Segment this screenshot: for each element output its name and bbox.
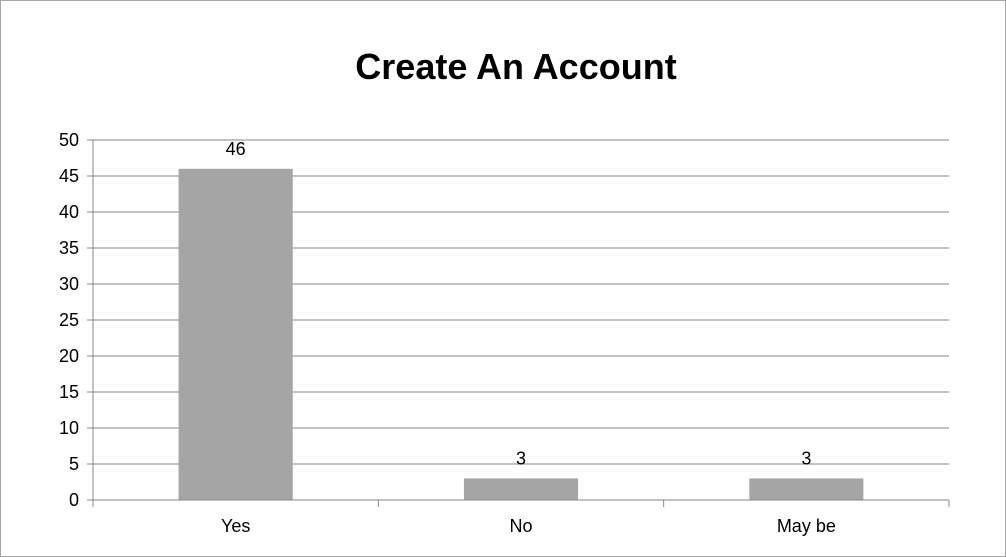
data-labels: 46 3 3 — [226, 139, 812, 469]
data-label-yes: 46 — [226, 139, 246, 159]
x-category-label-yes: Yes — [221, 516, 250, 536]
x-category-label-may-be: May be — [777, 516, 836, 536]
y-tick-label-10: 10 — [59, 418, 79, 438]
chart-title: Create An Account — [355, 46, 676, 87]
bar-no — [463, 478, 579, 500]
bar-may-be — [749, 478, 864, 500]
x-axis-category-labels: Yes No May be — [221, 516, 836, 536]
y-tick-label-40: 40 — [59, 202, 79, 222]
x-category-label-no: No — [509, 516, 532, 536]
y-tick-label-15: 15 — [59, 382, 79, 402]
y-tick-label-0: 0 — [69, 490, 79, 510]
y-tick-label-50: 50 — [59, 130, 79, 150]
y-tick-label-45: 45 — [59, 166, 79, 186]
y-axis-tick-labels: 0 5 10 15 20 25 30 35 40 45 50 — [59, 130, 79, 510]
bar-yes — [178, 168, 293, 501]
y-tick-label-5: 5 — [69, 454, 79, 474]
y-tick-label-20: 20 — [59, 346, 79, 366]
data-label-may-be: 3 — [801, 448, 811, 468]
y-tick-label-30: 30 — [59, 274, 79, 294]
y-tick-label-35: 35 — [59, 238, 79, 258]
y-tick-label-25: 25 — [59, 310, 79, 330]
bars — [178, 168, 864, 501]
x-axis — [92, 140, 950, 507]
data-label-no: 3 — [516, 448, 526, 468]
